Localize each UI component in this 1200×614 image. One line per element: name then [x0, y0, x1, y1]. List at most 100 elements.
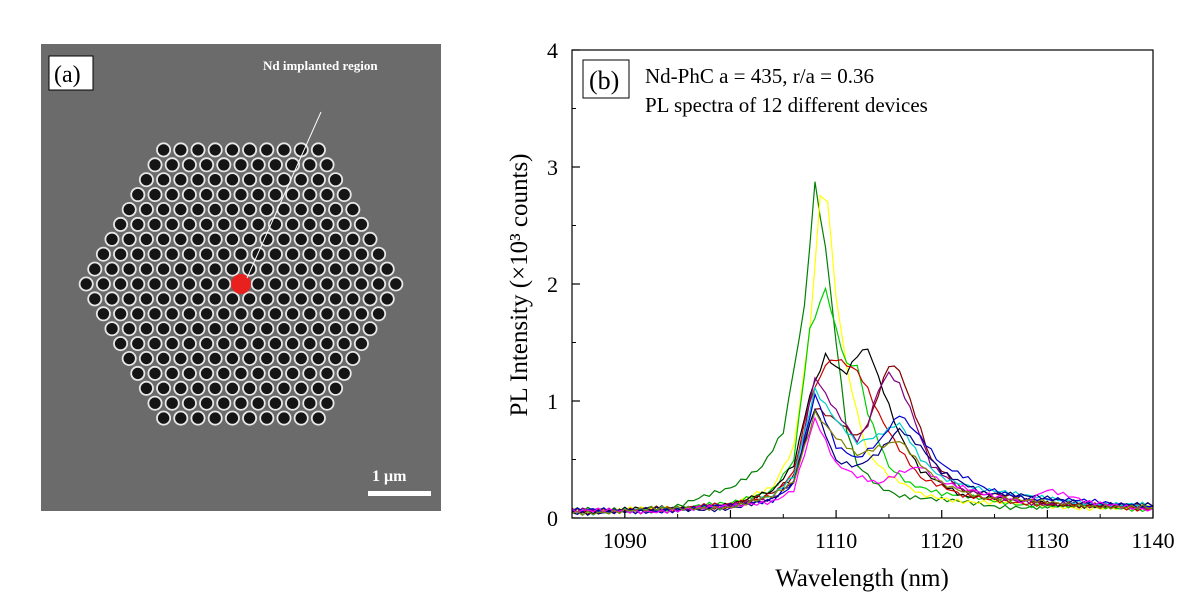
- lattice-hole: [199, 336, 215, 352]
- lattice-hole: [250, 365, 266, 381]
- lattice-hole: [293, 410, 309, 426]
- lattice-hole: [156, 142, 172, 158]
- x-tick-label: 1130: [1026, 528, 1069, 553]
- lattice-hole: [181, 306, 197, 322]
- lattice-hole: [130, 336, 146, 352]
- lattice-hole: [199, 216, 215, 232]
- lattice-hole: [216, 395, 232, 411]
- lattice-hole: [224, 201, 240, 217]
- lattice-hole: [113, 216, 129, 232]
- lattice-hole: [147, 157, 163, 173]
- lattice-hole: [310, 380, 326, 396]
- lattice-hole: [319, 395, 335, 411]
- x-tick-label: 1110: [815, 528, 857, 553]
- lattice-hole: [138, 291, 154, 307]
- lattice-hole: [104, 231, 120, 247]
- lattice-hole: [233, 216, 249, 232]
- lattice-hole: [233, 395, 249, 411]
- lattice-hole: [130, 365, 146, 381]
- lattice-hole: [353, 306, 369, 322]
- lattice-hole: [207, 231, 223, 247]
- hole-lattice: [78, 142, 404, 426]
- lattice-hole: [319, 336, 335, 352]
- lattice-hole: [190, 261, 206, 277]
- lattice-hole: [345, 321, 361, 337]
- lattice-hole: [319, 246, 335, 262]
- lattice-hole: [78, 276, 94, 292]
- lattice-hole: [181, 276, 197, 292]
- lattice-hole: [181, 336, 197, 352]
- lattice-hole: [362, 291, 378, 307]
- lattice-hole: [259, 321, 275, 337]
- scalebar-label: 1 μm: [372, 468, 407, 485]
- lattice-hole: [164, 157, 180, 173]
- lattice-hole: [233, 187, 249, 203]
- pl-spectrum-line: [571, 385, 1154, 516]
- lattice-hole: [242, 142, 258, 158]
- lattice-hole: [250, 246, 266, 262]
- lattice-hole: [302, 216, 318, 232]
- lattice-hole: [199, 246, 215, 262]
- lattice-hole: [130, 306, 146, 322]
- lattice-hole: [156, 201, 172, 217]
- annotation-leader-line: [246, 111, 322, 279]
- lattice-hole: [293, 261, 309, 277]
- lattice-hole: [147, 395, 163, 411]
- lattice-hole: [302, 246, 318, 262]
- lattice-hole: [190, 350, 206, 366]
- lattice-hole: [130, 187, 146, 203]
- lattice-hole: [293, 321, 309, 337]
- lattice-hole: [310, 410, 326, 426]
- lattice-hole: [224, 291, 240, 307]
- lattice-hole: [173, 231, 189, 247]
- lattice-hole: [302, 336, 318, 352]
- lattice-hole: [285, 306, 301, 322]
- lattice-hole: [147, 306, 163, 322]
- lattice-hole: [293, 350, 309, 366]
- lattice-hole: [224, 350, 240, 366]
- lattice-hole: [95, 306, 111, 322]
- lattice-hole: [121, 350, 137, 366]
- panel-b-label-box: [582, 59, 630, 99]
- lattice-hole: [319, 216, 335, 232]
- lattice-hole: [242, 291, 258, 307]
- lattice-hole: [285, 336, 301, 352]
- lattice-hole: [104, 291, 120, 307]
- lattice-hole: [233, 365, 249, 381]
- pl-spectrum-line: [571, 392, 1154, 515]
- lattice-hole: [285, 365, 301, 381]
- lattice-hole: [216, 157, 232, 173]
- lattice-hole: [156, 350, 172, 366]
- y-axis-label: PL Intensity (×10³ counts): [506, 153, 533, 416]
- lattice-hole: [233, 306, 249, 322]
- lattice-hole: [181, 395, 197, 411]
- lattice-hole: [259, 291, 275, 307]
- lattice-hole: [259, 410, 275, 426]
- lattice-hole: [121, 231, 137, 247]
- lattice-hole: [276, 231, 292, 247]
- lattice-hole: [190, 172, 206, 188]
- lattice-hole: [147, 365, 163, 381]
- lattice-hole: [293, 380, 309, 396]
- lattice-hole: [285, 246, 301, 262]
- lattice-hole: [207, 380, 223, 396]
- lattice-hole: [190, 380, 206, 396]
- lattice-hole: [181, 187, 197, 203]
- lattice-hole: [276, 142, 292, 158]
- lattice-hole: [328, 231, 344, 247]
- x-axis-label: Wavelength (nm): [775, 565, 949, 592]
- lattice-hole: [207, 201, 223, 217]
- lattice-hole: [242, 410, 258, 426]
- pl-spectrum-line: [571, 416, 1154, 515]
- lattice-hole: [138, 231, 154, 247]
- lattice-hole: [216, 187, 232, 203]
- y-tick-label: 2: [547, 272, 558, 297]
- lattice-hole: [216, 216, 232, 232]
- pl-spectrum-line: [571, 181, 1154, 513]
- lattice-hole: [319, 157, 335, 173]
- lattice-hole: [121, 291, 137, 307]
- lattice-hole: [242, 172, 258, 188]
- lattice-hole: [190, 231, 206, 247]
- lattice-hole: [250, 336, 266, 352]
- lattice-hole: [267, 246, 283, 262]
